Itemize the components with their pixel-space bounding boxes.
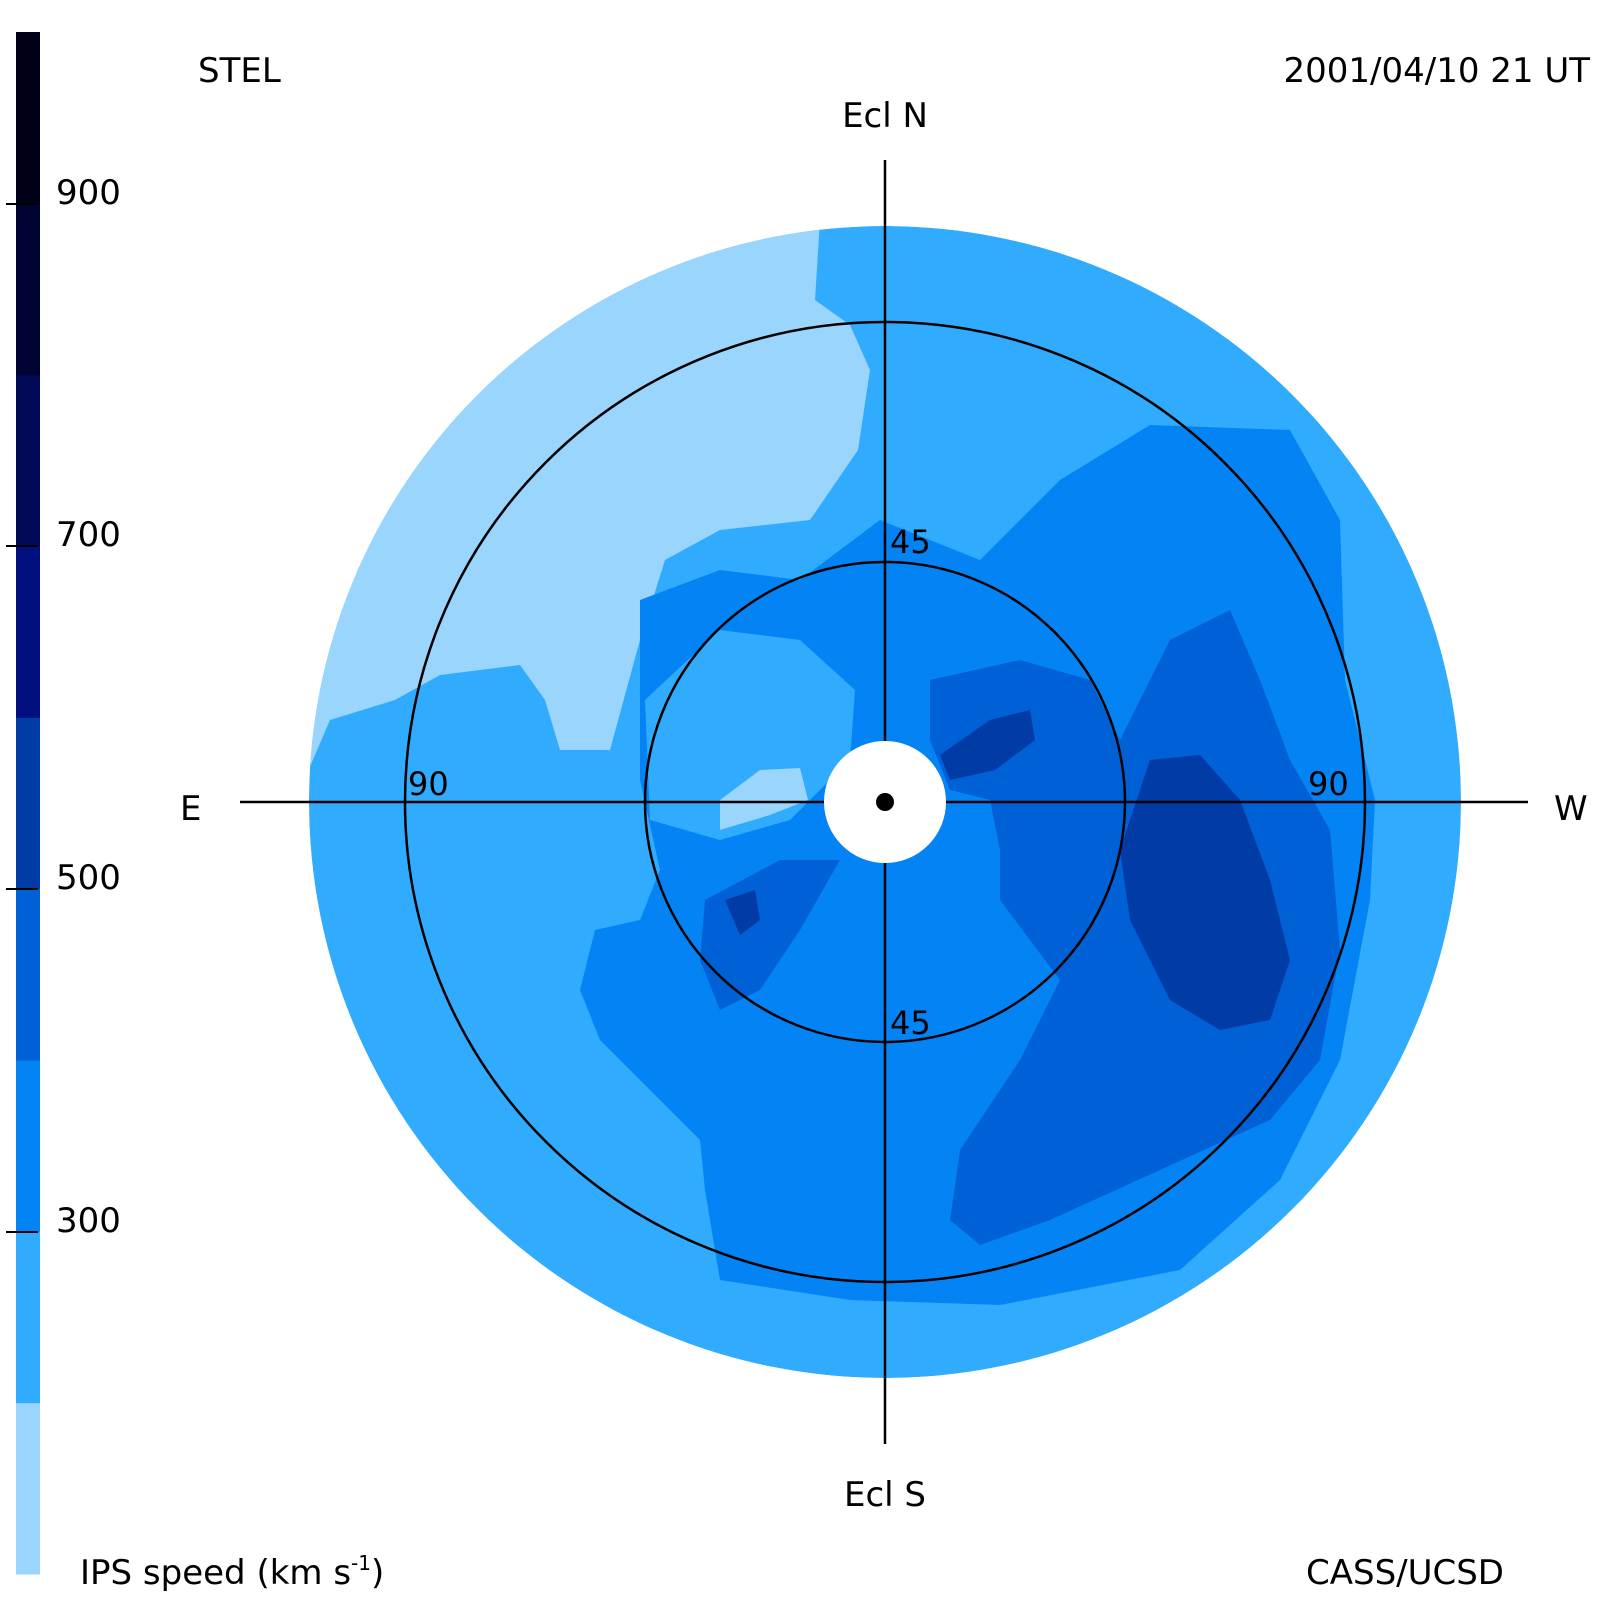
colorbar-tick-700: 700: [56, 515, 121, 555]
colorbar-band: [16, 32, 40, 204]
colorbar-band: [16, 374, 40, 547]
colorbar-band: [16, 717, 40, 890]
ring-45-label-bottom: 45: [890, 1004, 931, 1042]
source-label: STEL: [198, 51, 281, 91]
east-label: E: [180, 789, 201, 829]
timestamp-label: 2001/04/10 21 UT: [1284, 51, 1591, 91]
ring-45-label-top: 45: [890, 523, 931, 561]
colorbar-band: [16, 888, 40, 1061]
west-label: W: [1554, 789, 1588, 829]
south-label: Ecl S: [844, 1475, 926, 1515]
colorbar-band: [16, 1231, 40, 1404]
north-label: Ecl N: [842, 96, 928, 136]
fastest-wind-region: [1120, 755, 1290, 1030]
colorbar-tick-300: 300: [56, 1201, 121, 1241]
ring-90-label-east: 90: [408, 765, 449, 803]
sun-center-dot: [876, 793, 894, 811]
credit-label: CASS/UCSD: [1306, 1553, 1504, 1593]
colorbar-band: [16, 203, 40, 376]
speed-colorbar: [16, 32, 40, 1575]
colorbar-band: [16, 546, 40, 718]
ring-90-label-west: 90: [1308, 765, 1349, 803]
colorbar-band: [16, 1402, 40, 1575]
colorbar-tick-900: 900: [56, 173, 121, 213]
colorbar-tick-500: 500: [56, 858, 121, 898]
colorbar-ticks: 300 500 700 900: [6, 173, 121, 1241]
colorbar-title: IPS speed (km s-1): [80, 1551, 384, 1593]
colorbar-band: [16, 1060, 40, 1232]
